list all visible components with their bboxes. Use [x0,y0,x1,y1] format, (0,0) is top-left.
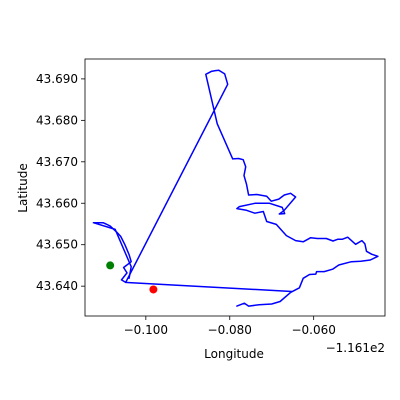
series-layer [92,69,379,307]
y-axis: 43.640 43.650 43.660 43.670 43.680 43.690 [36,72,85,293]
x-tick-label-2: −0.060 [291,323,335,337]
x-tick-label-1: −0.080 [208,323,252,337]
y-axis-label: Latitude [16,163,30,212]
marker-point-3-0 [149,285,158,294]
x-tick-label-0: −0.100 [124,323,168,337]
track-line-0 [124,69,379,307]
y-tick-label-0: 43.640 [36,279,78,293]
x-axis: −0.100 −0.080 −0.060 [124,316,336,337]
y-tick-label-2: 43.660 [36,196,78,210]
y-tick-label-5: 43.690 [36,72,78,86]
x-offset-label: −1.161e2 [326,341,385,355]
x-axis-label: Longitude [204,347,264,361]
y-tick-label-4: 43.680 [36,113,78,127]
marker-point-2-0 [106,261,115,270]
y-tick-label-3: 43.670 [36,155,78,169]
track-line-1 [92,221,132,284]
y-tick-label-1: 43.650 [36,238,78,252]
plot-frame [84,58,386,317]
